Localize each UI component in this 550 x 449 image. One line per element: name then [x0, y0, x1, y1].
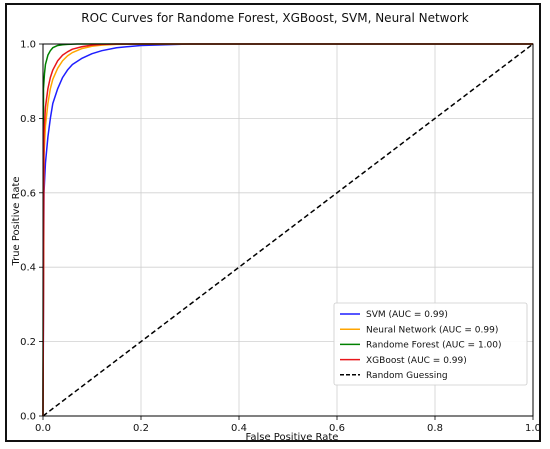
- roc-chart: ROC Curves for Randome Forest, XGBoost, …: [11, 11, 541, 443]
- legend: SVM (AUC = 0.99) Neural Network (AUC = 0.…: [333, 302, 528, 386]
- plot-area: [42, 43, 534, 417]
- y-tick-label: 1.0: [20, 40, 36, 51]
- x-tick-label: 0.8: [427, 423, 443, 434]
- chart-frame: ROC Curves for Randome Forest, XGBoost, …: [5, 3, 541, 443]
- x-tick-label: 1.0: [525, 423, 541, 434]
- y-tick-label: 0.0: [20, 412, 36, 423]
- x-tick-label: 0.6: [329, 423, 345, 434]
- x-tick-label: 0.4: [231, 423, 247, 434]
- legend-entry: SVM (AUC = 0.99): [366, 310, 448, 320]
- x-tick-label: 0.2: [133, 423, 149, 434]
- y-tick-label: 0.6: [20, 188, 36, 199]
- axis-ticks: 0.0 0.2 0.4 0.6 0.8 1.0 0.0 0.2 0.4 0.6 0.8 1.0: [20, 40, 541, 435]
- y-axis-label: True Positive Rate: [11, 176, 22, 266]
- y-tick-label: 0.8: [20, 114, 36, 125]
- series-line-random-guessing: [42, 43, 534, 417]
- legend-box: [333, 302, 528, 386]
- x-tick-label: 0.0: [35, 423, 51, 434]
- y-tick-label: 0.4: [20, 263, 36, 274]
- x-axis-label: False Positive Rate: [246, 432, 339, 443]
- legend-entry: Random Guessing: [366, 371, 448, 381]
- legend-entry: Randome Forest (AUC = 1.00): [366, 341, 502, 351]
- y-tick-label: 0.2: [20, 337, 36, 348]
- chart-title: ROC Curves for Randome Forest, XGBoost, …: [81, 11, 468, 25]
- legend-entry: Neural Network (AUC = 0.99): [366, 325, 498, 335]
- legend-entry: XGBoost (AUC = 0.99): [366, 356, 467, 366]
